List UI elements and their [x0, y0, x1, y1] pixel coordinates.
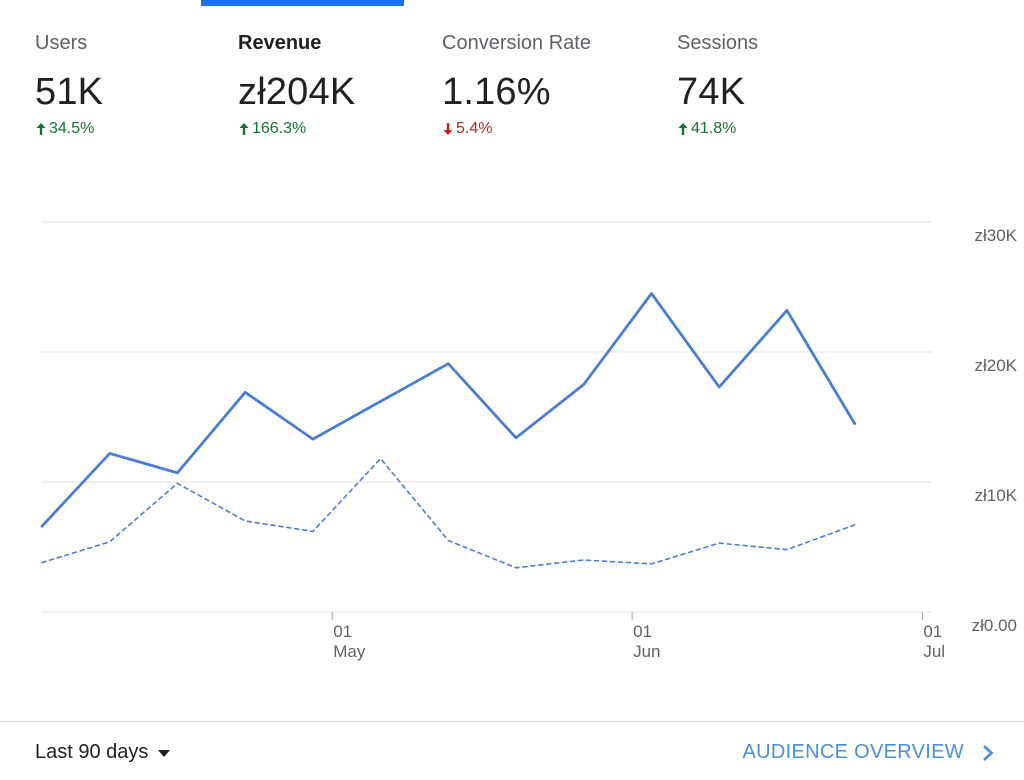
- y-tick-label: zł10K: [974, 486, 1017, 505]
- arrow-up-icon: [36, 123, 46, 135]
- revenue-series-line: [40, 292, 856, 528]
- x-tick-label: 01: [333, 622, 352, 641]
- x-tick-label: Jul: [923, 642, 945, 661]
- metric-label: Users: [35, 32, 88, 54]
- x-tick-label: Jun: [633, 642, 660, 661]
- metric-change: 5.4%: [442, 120, 591, 138]
- metric-change-value: 34.5%: [49, 120, 95, 137]
- caret-down-icon: [158, 750, 171, 757]
- metric-change-value: 166.3%: [252, 120, 307, 137]
- selected-tab-indicator: [201, 0, 404, 6]
- metric-conversion-rate[interactable]: Conversion Rate 1.16% 5.4%: [442, 32, 591, 138]
- metric-sessions[interactable]: Sessions 74K 41.8%: [677, 32, 758, 138]
- arrow-down-icon: [443, 123, 453, 135]
- y-tick-label: zł20K: [974, 356, 1017, 375]
- y-tick-label: zł30K: [974, 226, 1017, 245]
- arrow-up-icon: [678, 123, 688, 135]
- metric-label: Revenue: [238, 32, 322, 54]
- audience-overview-link[interactable]: AUDIENCE OVERVIEW: [743, 741, 994, 764]
- y-tick-label: zł0.00: [972, 616, 1017, 635]
- x-tick-label: 01: [633, 622, 652, 641]
- x-tick-label: May: [333, 642, 366, 661]
- metric-change: 166.3%: [238, 120, 355, 138]
- x-tick-label: 01: [923, 622, 942, 641]
- metric-label: Sessions: [677, 32, 759, 54]
- metric-change-value: 5.4%: [456, 120, 493, 137]
- metric-value: zł204K: [238, 71, 356, 113]
- metric-change: 34.5%: [35, 120, 103, 138]
- metric-cards: Users 51K 34.5% Revenue zł204K 166.3% Co…: [0, 0, 1024, 160]
- metric-value: 51K: [35, 71, 104, 113]
- metric-change-value: 41.8%: [691, 120, 737, 137]
- date-range-dropdown[interactable]: Last 90 days: [35, 741, 171, 764]
- audience-overview-label: AUDIENCE OVERVIEW: [742, 741, 964, 763]
- arrow-up-icon: [239, 123, 249, 135]
- metric-change: 41.8%: [677, 120, 758, 138]
- metric-revenue[interactable]: Revenue zł204K 166.3%: [238, 32, 355, 138]
- chevron-right-icon: [983, 744, 994, 761]
- comparison-series-line: [41, 457, 856, 569]
- footer-divider: [0, 721, 1024, 722]
- metric-value: 1.16%: [442, 71, 551, 113]
- metric-value: 74K: [677, 71, 746, 113]
- metric-label: Conversion Rate: [442, 32, 591, 54]
- metric-users[interactable]: Users 51K 34.5%: [35, 32, 103, 138]
- date-range-label: Last 90 days: [35, 741, 149, 763]
